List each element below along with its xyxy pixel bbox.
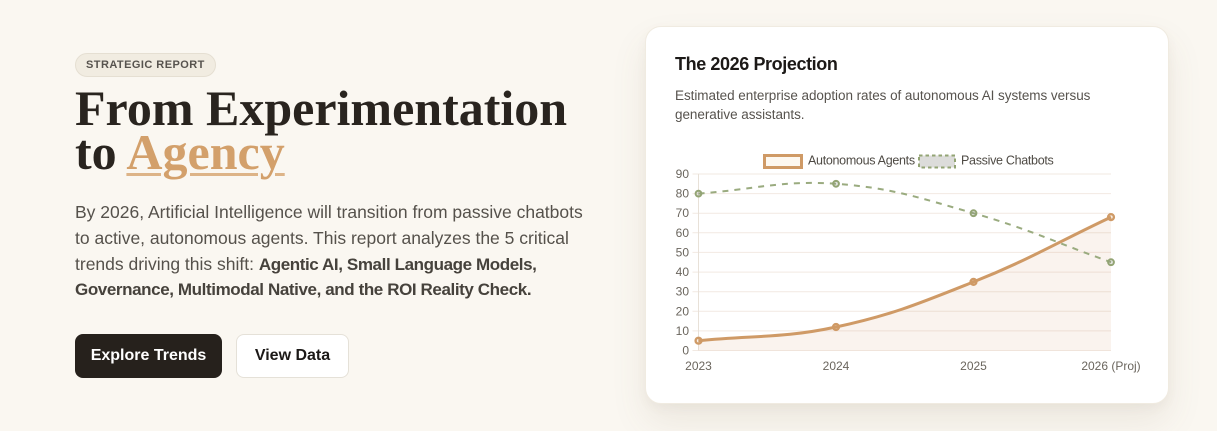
svg-text:2023: 2023 [685, 359, 712, 373]
svg-text:Passive Chatbots: Passive Chatbots [961, 154, 1054, 168]
svg-text:20: 20 [676, 304, 690, 318]
svg-text:60: 60 [676, 226, 690, 240]
svg-text:70: 70 [676, 206, 690, 220]
svg-text:10: 10 [676, 324, 690, 338]
svg-text:40: 40 [676, 265, 690, 279]
svg-text:90: 90 [676, 167, 690, 181]
svg-text:2026 (Proj): 2026 (Proj) [1081, 359, 1140, 373]
svg-text:80: 80 [676, 187, 690, 201]
svg-text:50: 50 [676, 245, 690, 259]
svg-text:0: 0 [682, 344, 689, 358]
svg-text:2025: 2025 [960, 359, 987, 373]
svg-text:30: 30 [676, 285, 690, 299]
svg-text:2024: 2024 [823, 359, 850, 373]
svg-text:Autonomous Agents: Autonomous Agents [808, 154, 915, 168]
